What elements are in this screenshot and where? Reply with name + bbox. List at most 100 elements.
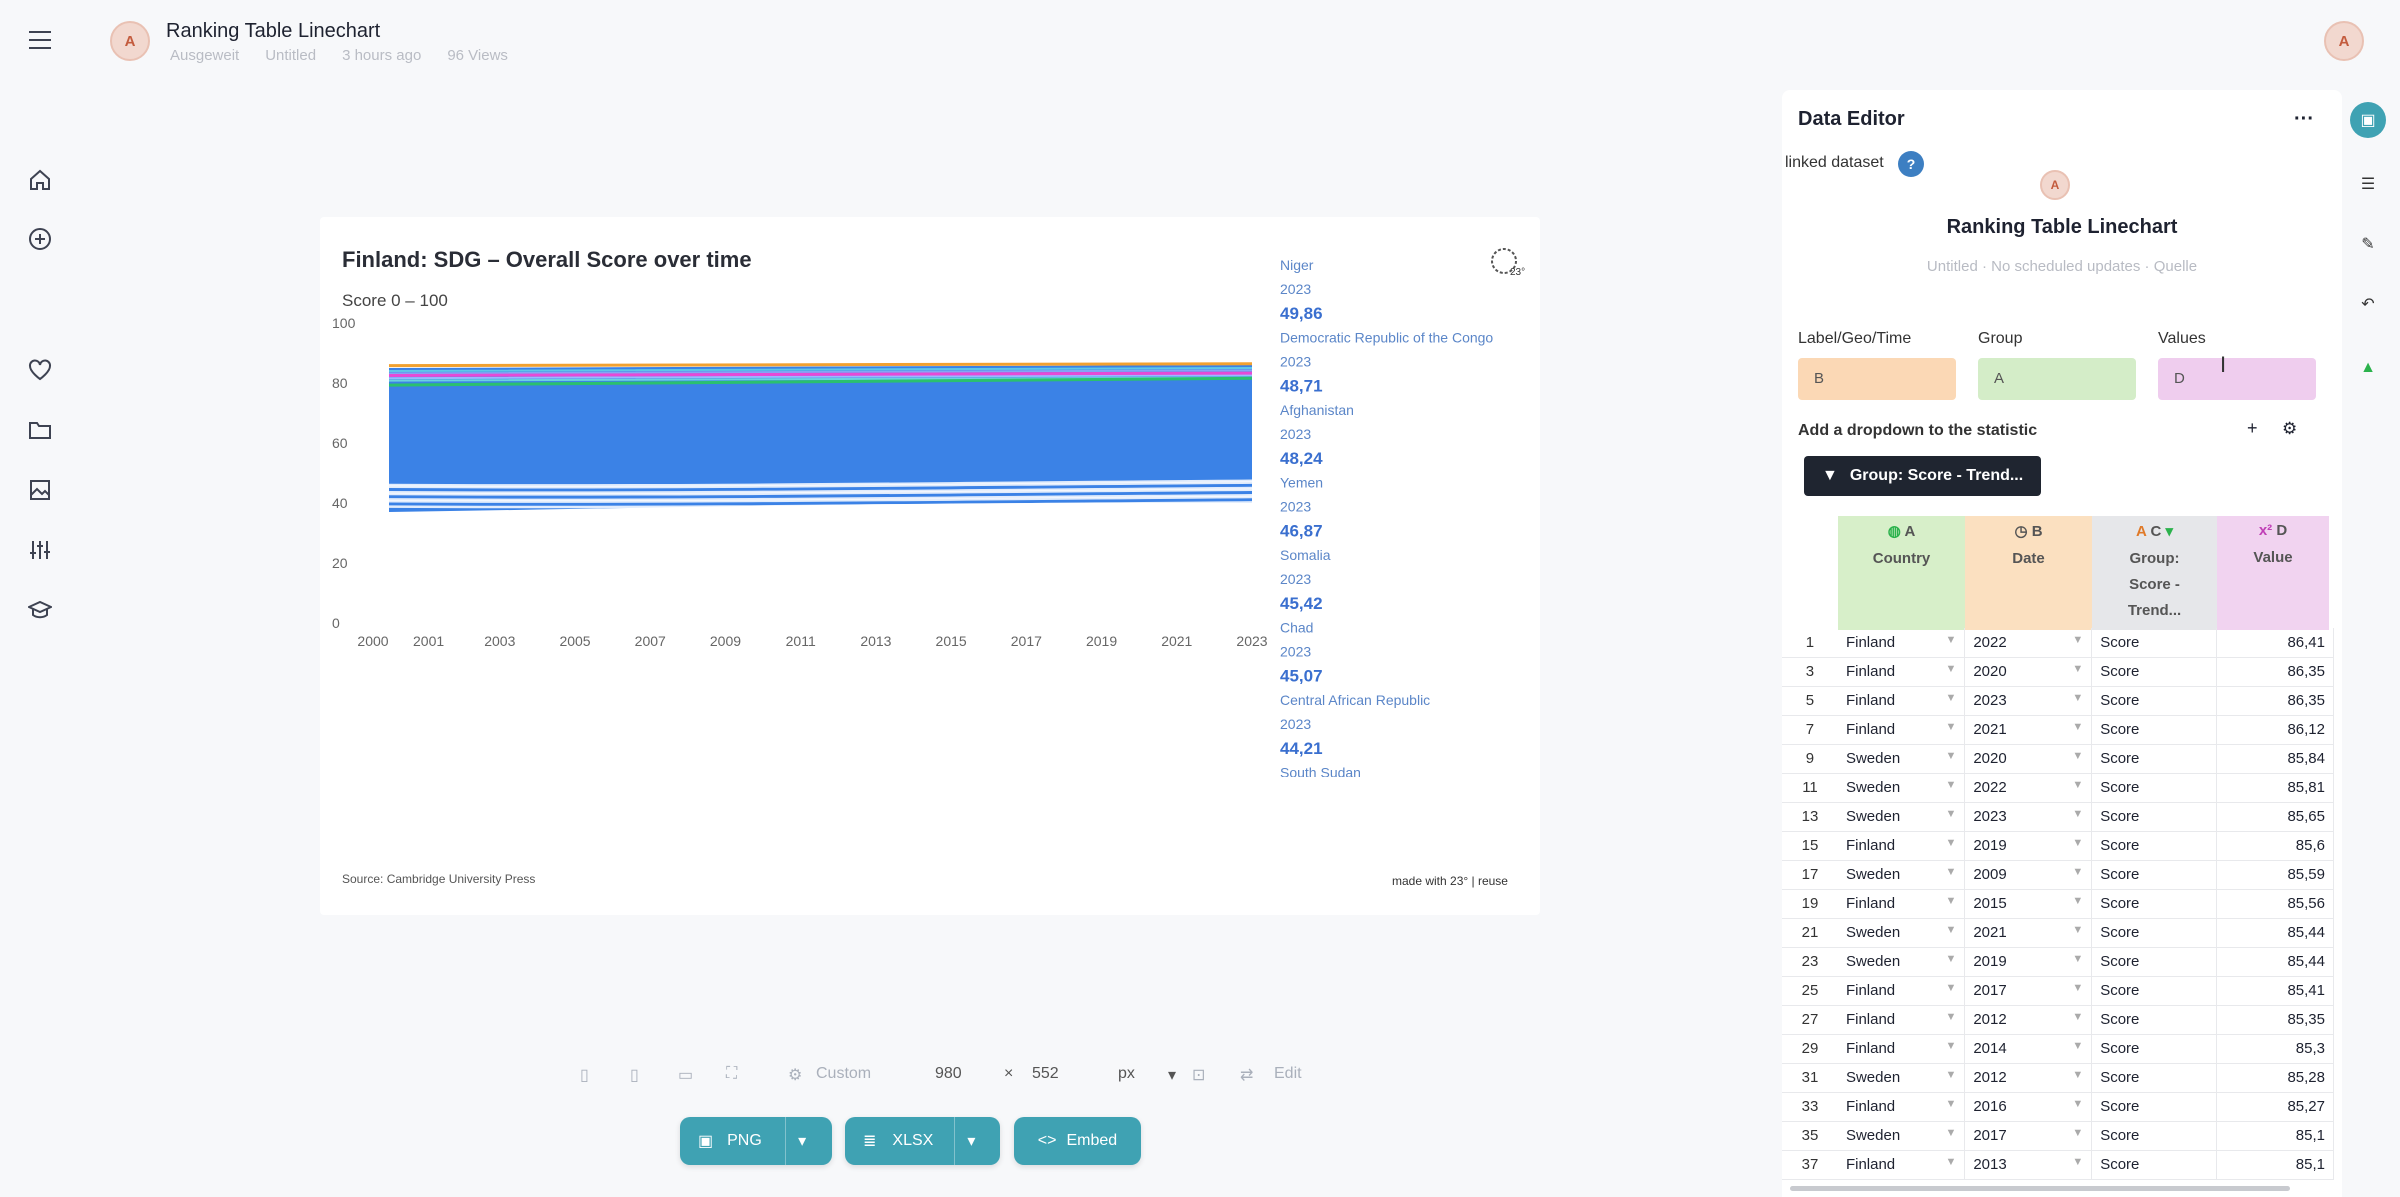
- cell-country[interactable]: Sweden ▼: [1837, 1063, 1966, 1093]
- chart-style-icon[interactable]: ▲: [2360, 359, 2376, 376]
- cell-group[interactable]: Score: [2091, 976, 2218, 1006]
- cell-group[interactable]: Score: [2091, 657, 2218, 687]
- dropdown-arrow-icon[interactable]: ▼: [2072, 924, 2084, 936]
- cell-date[interactable]: 2014 ▼: [1964, 1034, 2093, 1064]
- cell-value[interactable]: 85,44: [2216, 918, 2334, 948]
- table-scrollbar[interactable]: [1790, 1186, 2290, 1191]
- cell-group[interactable]: Score: [2091, 1092, 2218, 1122]
- table-row[interactable]: 27 Finland ▼ 2012 ▼ Score 85,35: [1782, 1005, 2334, 1035]
- cell-value[interactable]: 86,41: [2216, 628, 2334, 658]
- cell-group[interactable]: Score: [2091, 1034, 2218, 1064]
- dropdown-arrow-icon[interactable]: ▼: [1945, 692, 1957, 704]
- chevron-down-icon[interactable]: ▾: [967, 1133, 976, 1150]
- dropdown-arrow-icon[interactable]: ▼: [1945, 924, 1957, 936]
- filter-chip[interactable]: ▼ Group: Score - Trend...: [1804, 456, 2042, 496]
- cell-date[interactable]: 2020 ▼: [1964, 657, 2093, 687]
- cell-value[interactable]: 85,84: [2216, 744, 2334, 774]
- dropdown-arrow-icon[interactable]: ▼: [2072, 750, 2084, 762]
- cell-date[interactable]: 2023 ▼: [1964, 686, 2093, 716]
- menu-icon[interactable]: [25, 25, 55, 55]
- dropdown-arrow-icon[interactable]: ▼: [1945, 633, 1957, 646]
- dropdown-arrow-icon[interactable]: ▼: [2072, 1127, 2084, 1139]
- cell-country[interactable]: Sweden ▼: [1837, 773, 1966, 803]
- table-row[interactable]: 31 Sweden ▼ 2012 ▼ Score 85,28: [1782, 1063, 2334, 1093]
- custom-size-icon[interactable]: ⚙: [788, 1067, 803, 1084]
- cell-country[interactable]: Finland ▼: [1837, 1034, 1966, 1064]
- cell-country[interactable]: Sweden ▼: [1837, 947, 1966, 977]
- custom-size-label[interactable]: Custom: [816, 1065, 872, 1082]
- cell-group[interactable]: Score: [2091, 1121, 2218, 1151]
- cell-group[interactable]: Score: [2091, 860, 2218, 890]
- meta-folder[interactable]: Ausgeweit: [170, 47, 240, 64]
- unit-select[interactable]: px: [1118, 1065, 1135, 1082]
- dropdown-arrow-icon[interactable]: ▼: [2072, 721, 2084, 733]
- cell-group[interactable]: Score: [2091, 1150, 2218, 1180]
- cell-country[interactable]: Finland ▼: [1837, 657, 1966, 687]
- table-row[interactable]: 25 Finland ▼ 2017 ▼ Score 85,41: [1782, 976, 2334, 1006]
- dropdown-arrow-icon[interactable]: ▼: [1945, 982, 1957, 994]
- cell-country[interactable]: Finland ▼: [1837, 831, 1966, 861]
- cell-group[interactable]: Score: [2091, 802, 2218, 832]
- cell-country[interactable]: Sweden ▼: [1837, 744, 1966, 774]
- add-circle-icon[interactable]: [25, 224, 55, 254]
- save-icon[interactable]: ▣: [2350, 102, 2386, 138]
- cell-value[interactable]: 86,35: [2216, 657, 2334, 687]
- table-row[interactable]: 33 Finland ▼ 2016 ▼ Score 85,27: [1782, 1092, 2334, 1122]
- cell-country[interactable]: Sweden ▼: [1837, 1121, 1966, 1151]
- avatar[interactable]: A: [110, 21, 150, 61]
- table-row[interactable]: 7 Finland ▼ 2021 ▼ Score 86,12: [1782, 715, 2334, 745]
- cell-group[interactable]: Score: [2091, 628, 2218, 658]
- table-row[interactable]: 3 Finland ▼ 2020 ▼ Score 86,35: [1782, 657, 2334, 687]
- dropdown-arrow-icon[interactable]: ▼: [1945, 1098, 1957, 1110]
- cell-value[interactable]: 85,3: [2216, 1034, 2334, 1064]
- dropdown-arrow-icon[interactable]: ▼: [2072, 1069, 2084, 1081]
- dropdown-arrow-icon[interactable]: ▼: [2072, 633, 2084, 646]
- cell-group[interactable]: Score: [2091, 773, 2218, 803]
- group-field[interactable]: A: [1978, 358, 2136, 400]
- cell-date[interactable]: 2017 ▼: [1964, 1121, 2093, 1151]
- cell-value[interactable]: 86,35: [2216, 686, 2334, 716]
- dropdown-arrow-icon[interactable]: ▼: [1945, 663, 1957, 675]
- more-options-icon[interactable]: ···: [2294, 108, 2314, 130]
- cell-group[interactable]: Score: [2091, 1005, 2218, 1035]
- cell-group[interactable]: Score: [2091, 831, 2218, 861]
- cell-date[interactable]: 2022 ▼: [1964, 628, 2093, 658]
- cell-date[interactable]: 2012 ▼: [1964, 1005, 2093, 1035]
- cell-value[interactable]: 86,12: [2216, 715, 2334, 745]
- table-row[interactable]: 5 Finland ▼ 2023 ▼ Score 86,35: [1782, 686, 2334, 716]
- cell-date[interactable]: 2016 ▼: [1964, 1092, 2093, 1122]
- cell-value[interactable]: 85,41: [2216, 976, 2334, 1006]
- dropdown-arrow-icon[interactable]: ▼: [1945, 779, 1957, 791]
- image-icon[interactable]: [25, 475, 55, 505]
- cell-value[interactable]: 85,56: [2216, 889, 2334, 919]
- cell-country[interactable]: Sweden ▼: [1837, 860, 1966, 890]
- dropdown-arrow-icon[interactable]: ▼: [1945, 1127, 1957, 1139]
- cell-date[interactable]: 2009 ▼: [1964, 860, 2093, 890]
- dropdown-arrow-icon[interactable]: ▼: [2072, 895, 2084, 907]
- cell-country[interactable]: Finland ▼: [1837, 889, 1966, 919]
- cell-group[interactable]: Score: [2091, 947, 2218, 977]
- table-row[interactable]: 15 Finland ▼ 2019 ▼ Score 85,6: [1782, 831, 2334, 861]
- unit-chevron-icon[interactable]: ▾: [1168, 1067, 1177, 1084]
- desktop-icon[interactable]: ▭: [678, 1067, 694, 1084]
- cell-date[interactable]: 2019 ▼: [1964, 831, 2093, 861]
- add-icon[interactable]: +: [2247, 418, 2258, 438]
- cell-country[interactable]: Finland ▼: [1837, 715, 1966, 745]
- cell-value[interactable]: 85,81: [2216, 773, 2334, 803]
- made-with-link[interactable]: made with 23° | reuse: [1392, 874, 1508, 888]
- dropdown-arrow-icon[interactable]: ▼: [2072, 663, 2084, 675]
- column-filter-icon[interactable]: ▾: [2165, 523, 2173, 540]
- chevron-down-icon[interactable]: ▾: [798, 1133, 807, 1150]
- values-field[interactable]: D: [2158, 358, 2316, 400]
- database-icon[interactable]: ☰: [2360, 176, 2376, 193]
- table-row[interactable]: 9 Sweden ▼ 2020 ▼ Score 85,84: [1782, 744, 2334, 774]
- dropdown-arrow-icon[interactable]: ▼: [2072, 1156, 2084, 1168]
- cell-date[interactable]: 2020 ▼: [1964, 744, 2093, 774]
- table-row[interactable]: 1 Finland ▼ 2022 ▼ Score 86,41: [1782, 628, 2334, 658]
- column-header-a[interactable]: ◍ A Country: [1838, 516, 1965, 630]
- user-avatar[interactable]: A: [2324, 21, 2364, 61]
- cell-value[interactable]: 85,28: [2216, 1063, 2334, 1093]
- cell-value[interactable]: 85,44: [2216, 947, 2334, 977]
- dropdown-arrow-icon[interactable]: ▼: [1945, 808, 1957, 820]
- dropdown-arrow-icon[interactable]: ▼: [1945, 1156, 1957, 1168]
